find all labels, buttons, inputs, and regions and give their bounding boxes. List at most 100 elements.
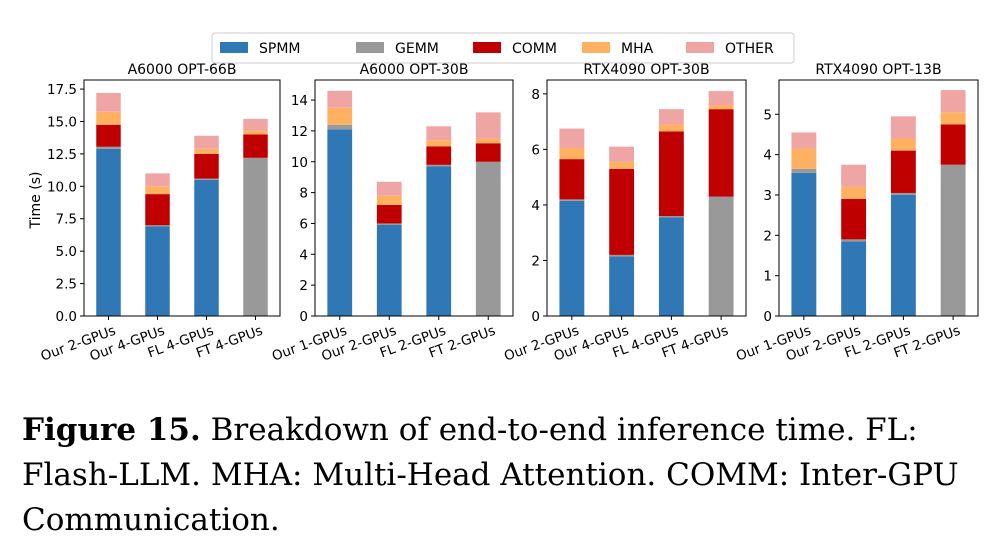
bar-segment-mha	[559, 148, 585, 160]
y-tick-label: 0	[531, 309, 540, 325]
bar-segment-comm	[426, 146, 452, 165]
legend-swatch-comm	[473, 42, 501, 53]
y-tick-label: 2.5	[56, 277, 77, 293]
bar-segment-gemm	[841, 239, 867, 242]
y-axis-label: Time (s)	[28, 172, 44, 230]
bar-segment-comm	[475, 143, 501, 162]
legend-label-other: OTHER	[725, 41, 774, 57]
bar-segment-other	[376, 181, 402, 196]
y-tick-label: 0.0	[56, 309, 77, 325]
bar-segment-mha	[243, 130, 268, 135]
bar-segment-spmm	[609, 256, 635, 316]
y-tick-label: 4	[531, 198, 540, 214]
bar-segment-comm	[194, 153, 219, 179]
bar-segment-other	[841, 164, 867, 187]
bar-segment-mha	[609, 161, 635, 169]
bar-segment-comm	[145, 194, 170, 226]
axes-frame	[546, 79, 747, 317]
bar-segment-spmm	[376, 224, 402, 316]
figure-caption: Figure 15. Breakdown of end-to-end infer…	[22, 408, 987, 543]
bar-segment-gemm	[609, 254, 635, 257]
panel-title: RTX4090 OPT-30B	[583, 62, 709, 78]
panel-title: RTX4090 OPT-13B	[815, 62, 941, 78]
panel-title: A6000 OPT-66B	[128, 62, 237, 78]
bar-segment-mha	[658, 124, 684, 132]
bar-segment-other	[609, 146, 635, 162]
bar-segment-spmm	[559, 200, 585, 316]
y-tick-label: 4	[299, 247, 308, 263]
bar-segment-gemm	[559, 199, 585, 201]
bar-segment-mha	[194, 148, 219, 154]
bar-segment-comm	[559, 159, 585, 200]
bar-segment-other	[708, 91, 734, 105]
y-tick-label: 8	[299, 186, 308, 202]
y-tick-label: 14	[291, 93, 308, 109]
bar-segment-comm	[841, 199, 867, 240]
y-tick-label: 1	[763, 269, 772, 285]
bar-segment-mha	[791, 148, 817, 169]
bar-segment-comm	[96, 124, 121, 147]
legend-label-mha: MHA	[621, 41, 654, 57]
y-tick-label: 4	[763, 148, 772, 164]
bar-segment-comm	[890, 150, 916, 193]
bar-segment-spmm	[890, 194, 916, 316]
bar-segment-other	[194, 135, 219, 149]
caption-text: Breakdown of end-to-end inference time. …	[22, 412, 959, 538]
legend: SPMM GEMM COMM MHA OTHER	[211, 32, 795, 64]
panel-title: A6000 OPT-30B	[360, 62, 469, 78]
bar-segment-other	[145, 173, 170, 187]
legend-swatch-spmm	[220, 42, 248, 53]
bar-segment-comm	[708, 109, 734, 197]
bar-segment-spmm	[426, 166, 452, 316]
bar-segment-comm	[609, 168, 635, 255]
bar-segment-gemm	[791, 168, 817, 173]
bar-segment-mha	[890, 138, 916, 151]
bar-segment-gemm	[327, 124, 353, 130]
axes-frame	[83, 79, 281, 317]
bar-segment-mha	[96, 111, 121, 125]
y-tick-label: 5.0	[56, 244, 77, 260]
bar-segment-other	[243, 118, 268, 131]
bar-segment-other	[327, 90, 353, 108]
bar-segment-gemm	[940, 164, 966, 316]
legend-label-comm: COMM	[512, 41, 557, 57]
bar-segment-comm	[376, 204, 402, 224]
bar-segment-mha	[475, 138, 501, 144]
bar-segment-other	[475, 112, 501, 139]
y-tick-label: 12.5	[47, 147, 77, 163]
bar-segment-gemm	[96, 146, 121, 149]
y-tick-label: 10.0	[47, 179, 77, 195]
bar-segment-spmm	[327, 129, 353, 316]
bar-segment-gemm	[376, 223, 402, 225]
y-tick-label: 0	[763, 309, 772, 325]
bar-segment-mha	[841, 186, 867, 200]
y-tick-label: 2	[763, 228, 772, 244]
y-tick-label: 10	[291, 155, 308, 171]
bar-segment-gemm	[708, 196, 734, 316]
bar-segment-mha	[940, 112, 966, 125]
bar-segment-spmm	[96, 148, 121, 316]
bar-segment-mha	[426, 140, 452, 147]
bar-segment-spmm	[658, 217, 684, 316]
bar-segment-other	[559, 128, 585, 149]
y-tick-label: 0	[299, 309, 308, 325]
legend-box	[211, 32, 795, 64]
bar-segment-comm	[940, 124, 966, 165]
bar-segment-gemm	[658, 216, 684, 218]
axes-frame	[314, 79, 514, 317]
y-tick-label: 6	[531, 142, 540, 158]
bar-segment-spmm	[791, 172, 817, 316]
bar-segment-other	[940, 90, 966, 113]
axes-frame	[778, 79, 979, 317]
bar-segment-other	[791, 132, 817, 149]
bar-segment-other	[658, 109, 684, 125]
y-tick-label: 3	[763, 188, 772, 204]
y-tick-label: 5	[763, 107, 772, 123]
legend-swatch-other	[686, 42, 714, 53]
bar-segment-other	[96, 92, 121, 112]
bar-segment-comm	[243, 134, 268, 158]
